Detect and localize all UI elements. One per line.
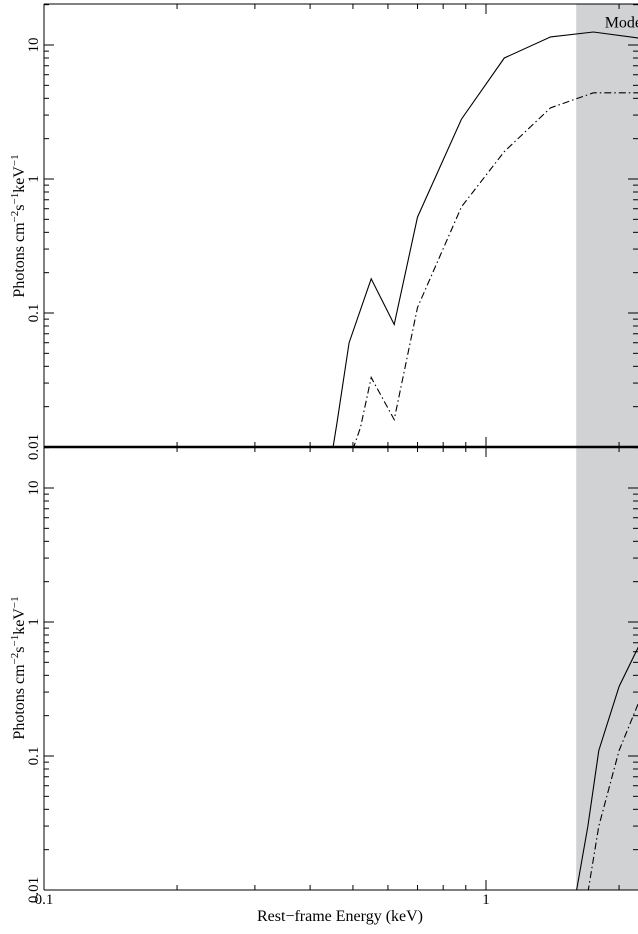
x-tick-label: 1 — [482, 892, 490, 908]
model-a-label: Model A — [605, 15, 638, 32]
shaded-energy-band — [576, 4, 638, 447]
y-axis-title-bottom: Photons cm−2s−1keV−1 — [9, 596, 28, 739]
model-a-line — [332, 31, 638, 447]
y-tick-label: 10 — [26, 38, 42, 53]
y-tick-label: 1 — [26, 618, 42, 626]
bottom-panel — [576, 447, 638, 890]
y-tick-label: 0.01 — [26, 434, 42, 460]
y-axis-title-top: Photons cm−2s−1keV−1 — [9, 154, 28, 297]
y-tick-label: 0.1 — [26, 304, 42, 323]
x-tick-label: 0.1 — [35, 892, 54, 908]
labels-layer: Model AModel B0.010.1110Model AModel B0.… — [26, 15, 638, 908]
top-panel — [332, 4, 638, 447]
axes-layer — [43, 3, 638, 891]
y-tick-label: 1 — [26, 175, 42, 183]
y-tick-label: 0.01 — [26, 877, 42, 903]
y-tick-label: 0.1 — [26, 747, 42, 766]
shaded-energy-band — [576, 447, 638, 890]
y-tick-label: 10 — [26, 481, 42, 496]
x-axis-title: Rest−frame Energy (keV) — [257, 908, 423, 925]
model-b-line — [353, 92, 638, 447]
model-b-line — [587, 702, 638, 890]
model-a-line — [576, 646, 638, 890]
